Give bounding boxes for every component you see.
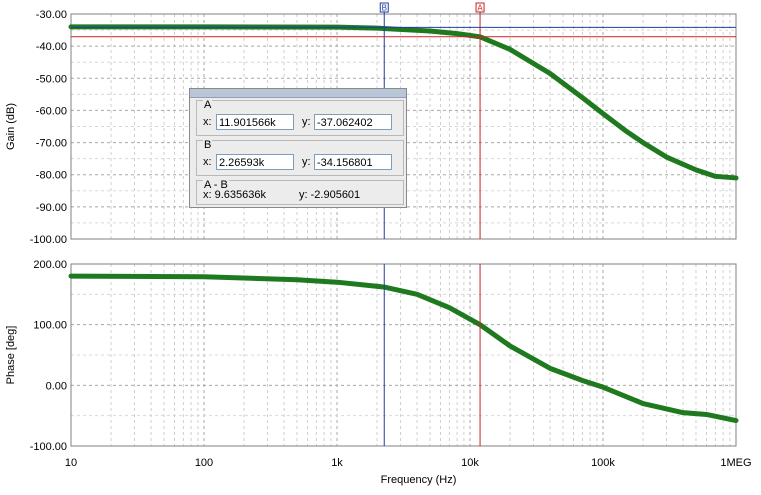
phase-xtick-label: 100 xyxy=(195,457,213,469)
cursor-a-x-field[interactable]: 11.901566k xyxy=(216,114,294,130)
cursor-a-y-field[interactable]: -37.062402 xyxy=(314,114,392,130)
phase-ytick-label: -100.00 xyxy=(30,441,67,453)
xlabel: Frequency (Hz) xyxy=(381,474,457,486)
phase-ytick-label: 200.00 xyxy=(33,259,67,271)
phase-frame xyxy=(70,263,737,447)
cursor-b-group: B x: 2.26593k y: -34.156801 xyxy=(196,139,404,176)
cursor-b-y-label: y: xyxy=(302,156,311,168)
cursor-a-x-label: x: xyxy=(203,116,212,128)
cursor-diff-x-label: x: xyxy=(203,189,212,201)
phase-ytick-label: 100.00 xyxy=(33,320,67,332)
gain-ytick-label: -70.00 xyxy=(36,138,67,150)
phase-xtick-label: 100k xyxy=(591,457,615,469)
cursor-b-x-label: x: xyxy=(203,156,212,168)
cursor-diff-title: A - B xyxy=(203,179,229,191)
cursor-a-marker-label: A xyxy=(477,4,483,13)
gain-ytick-label: -90.00 xyxy=(36,202,67,214)
gain-ytick-label: -60.00 xyxy=(36,105,67,117)
cursor-a-y-label: y: xyxy=(302,116,311,128)
phase-ytick-label: 0.00 xyxy=(46,380,67,392)
cursor-diff-y-label: y: xyxy=(299,189,308,201)
gain-ytick-label: -80.00 xyxy=(36,170,67,182)
gain-ytick-label: -100.00 xyxy=(30,234,67,246)
phase-xtick-label: 1k xyxy=(331,457,343,469)
cursor-readout-titlebar[interactable] xyxy=(190,89,406,98)
phase-xtick-label: 1MEG xyxy=(720,457,751,469)
phase-xtick-label: 10k xyxy=(461,457,479,469)
phase-ylabel: Phase [deg] xyxy=(5,326,17,385)
gain-ytick-label: -30.00 xyxy=(36,9,67,21)
cursor-a-title: A xyxy=(203,99,213,111)
cursor-diff-x-value: 9.635636k xyxy=(214,189,267,201)
gain-ytick-label: -50.00 xyxy=(36,73,67,85)
cursor-b-title: B xyxy=(203,139,213,151)
phase-xtick-label: 10 xyxy=(65,457,77,469)
cursor-diff-y: y: -2.905601 xyxy=(299,188,360,202)
phase-panel: 200.00 100.00 0.00 -100.00 Phase [deg] 10 100 1… xyxy=(5,259,752,486)
gain-frame xyxy=(70,13,737,240)
cursor-b-x-field[interactable]: 2.26593k xyxy=(216,154,294,170)
cursor-diff-x: x: 9.635636k xyxy=(203,188,299,202)
gain-ytick-label: -40.00 xyxy=(36,41,67,53)
cursor-a-marker[interactable] xyxy=(475,2,485,13)
cursor-b-marker[interactable] xyxy=(379,2,389,13)
cursor-b-y-field[interactable]: -34.156801 xyxy=(314,154,392,170)
cursor-a-group: A x: 11.901566k y: -37.062402 xyxy=(196,99,404,136)
cursor-layer[interactable]: AB xyxy=(71,2,736,446)
phase-series-line xyxy=(68,273,739,424)
cursor-readout-window[interactable]: A x: 11.901566k y: -37.062402 B x: 2.265… xyxy=(189,88,407,208)
cursor-diff-group: A - B x: 9.635636k y: -2.905601 xyxy=(196,179,404,205)
cursor-b-marker-label: B xyxy=(382,4,387,13)
gain-ylabel: Gain (dB) xyxy=(5,103,17,150)
cursor-diff-y-value: -2.905601 xyxy=(310,189,361,201)
